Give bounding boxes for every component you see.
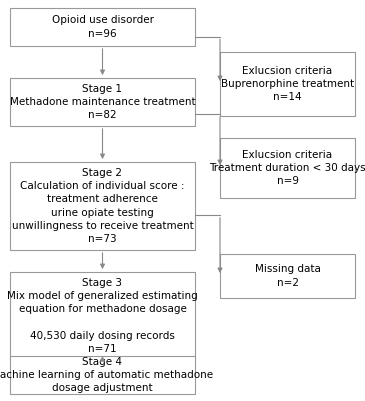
Text: Exlucsion criteria
Treatment duration < 30 days
n=9: Exlucsion criteria Treatment duration < … [209,150,365,186]
Bar [220,52,355,116]
Bar [220,254,355,298]
Text: Missing data
n=2: Missing data n=2 [254,264,320,288]
Text: Stage 1
Methadone maintenance treatment
n=82: Stage 1 Methadone maintenance treatment … [10,84,195,120]
Text: Stage 4
Machine learning of automatic methadone
dosage adjustment: Stage 4 Machine learning of automatic me… [0,357,214,393]
Text: Stage 3
Mix model of generalized estimating
equation for methadone dosage

40,53: Stage 3 Mix model of generalized estimat… [7,278,198,354]
Text: Opioid use disorder
n=96: Opioid use disorder n=96 [51,15,154,38]
Bar [220,138,355,198]
Bar [10,272,195,360]
Bar [10,78,195,126]
Bar [10,356,195,394]
Text: Stage 2
Calculation of individual score :
treatment adherence
urine opiate testi: Stage 2 Calculation of individual score … [12,168,193,244]
Bar [10,8,195,46]
Bar [10,162,195,250]
Text: Exlucsion criteria
Buprenorphine treatment
n=14: Exlucsion criteria Buprenorphine treatme… [221,66,354,102]
